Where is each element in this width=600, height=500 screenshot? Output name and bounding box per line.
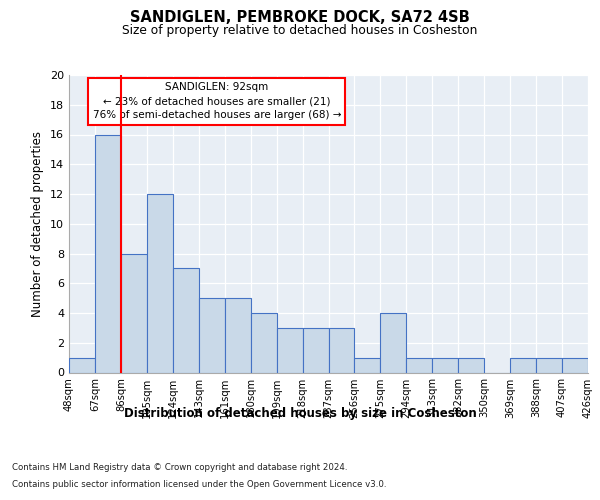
Bar (380, 313, 406, 372)
Y-axis label: Number of detached properties: Number of detached properties (31, 130, 44, 317)
Bar (536, 358, 562, 372)
Bar (406, 358, 432, 372)
Text: Size of property relative to detached houses in Cosheston: Size of property relative to detached ho… (122, 24, 478, 37)
Bar (510, 358, 536, 372)
Text: Contains public sector information licensed under the Open Government Licence v3: Contains public sector information licen… (12, 480, 386, 489)
Bar (147, 194, 173, 372)
Text: Contains HM Land Registry data © Crown copyright and database right 2024.: Contains HM Land Registry data © Crown c… (12, 462, 347, 471)
Bar (199, 298, 224, 372)
Bar (121, 254, 147, 372)
Bar (355, 358, 380, 372)
Bar (251, 313, 277, 372)
Bar (173, 268, 199, 372)
Bar (95, 134, 121, 372)
Bar (458, 358, 484, 372)
Bar (69, 358, 95, 372)
Bar (433, 358, 458, 372)
Bar (562, 358, 588, 372)
Bar (302, 328, 329, 372)
Bar (225, 298, 251, 372)
Text: Distribution of detached houses by size in Cosheston: Distribution of detached houses by size … (124, 408, 476, 420)
Bar (329, 328, 355, 372)
Bar (277, 328, 302, 372)
Text: SANDIGLEN, PEMBROKE DOCK, SA72 4SB: SANDIGLEN, PEMBROKE DOCK, SA72 4SB (130, 10, 470, 25)
Text: SANDIGLEN: 92sqm
← 23% of detached houses are smaller (21)
76% of semi-detached : SANDIGLEN: 92sqm ← 23% of detached house… (92, 82, 341, 120)
